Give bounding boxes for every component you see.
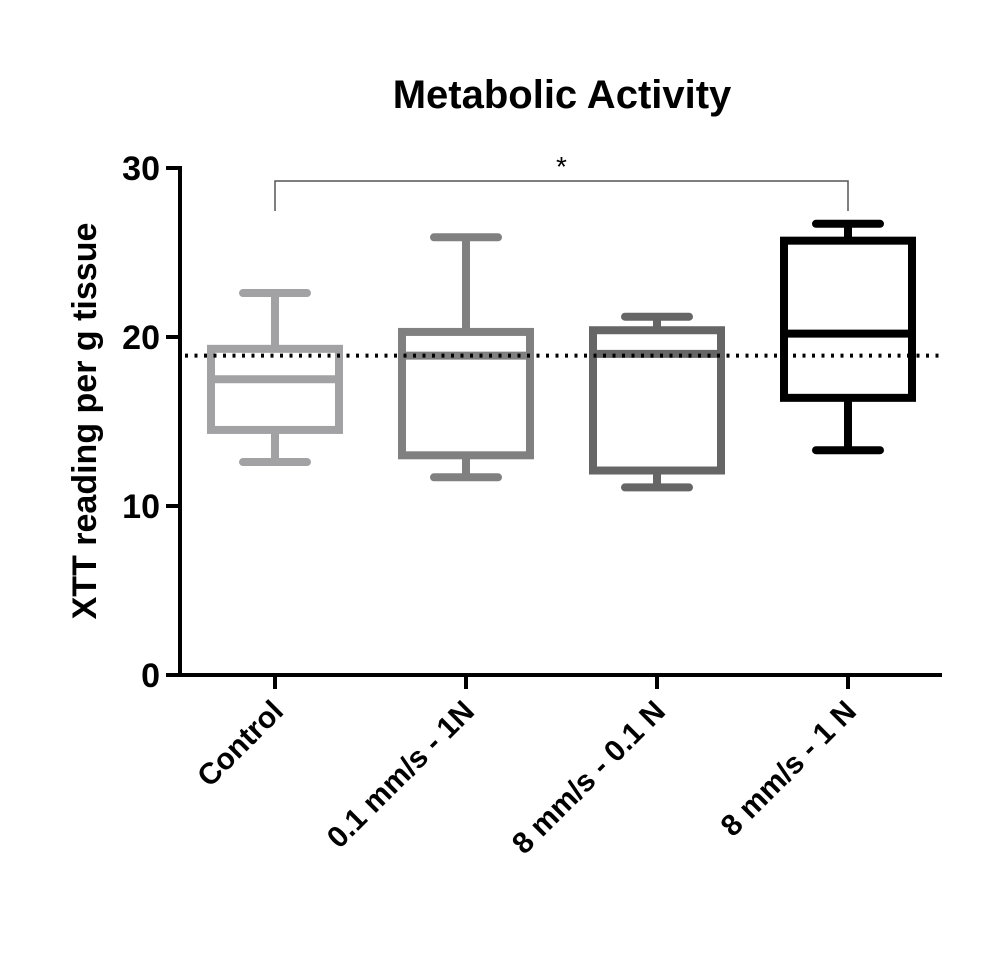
box-3: [589, 312, 725, 492]
significance-label: *: [556, 151, 567, 182]
iqr-box: [780, 236, 916, 402]
x-tick-label: 8 mm/s - 1 N: [715, 695, 863, 843]
y-axis-label: XTT reading per g tissue: [66, 223, 104, 620]
iqr-box: [398, 327, 534, 460]
iqr-box: [207, 344, 343, 434]
box-2: [398, 233, 534, 482]
x-tick-label: 0.1 mm/s - 1N: [321, 695, 481, 855]
chart-title: Metabolic Activity: [393, 73, 732, 117]
y-tick-label: 0: [141, 657, 160, 695]
box-4: [780, 219, 916, 455]
x-tick-label: Control: [191, 695, 290, 794]
x-tick-label: 8 mm/s - 0.1 N: [506, 695, 672, 861]
y-tick-label: 20: [122, 319, 160, 357]
box-1: [207, 289, 343, 467]
y-tick-label: 30: [122, 150, 160, 188]
y-tick-label: 10: [122, 488, 160, 526]
significance-bracket: [274, 180, 849, 211]
